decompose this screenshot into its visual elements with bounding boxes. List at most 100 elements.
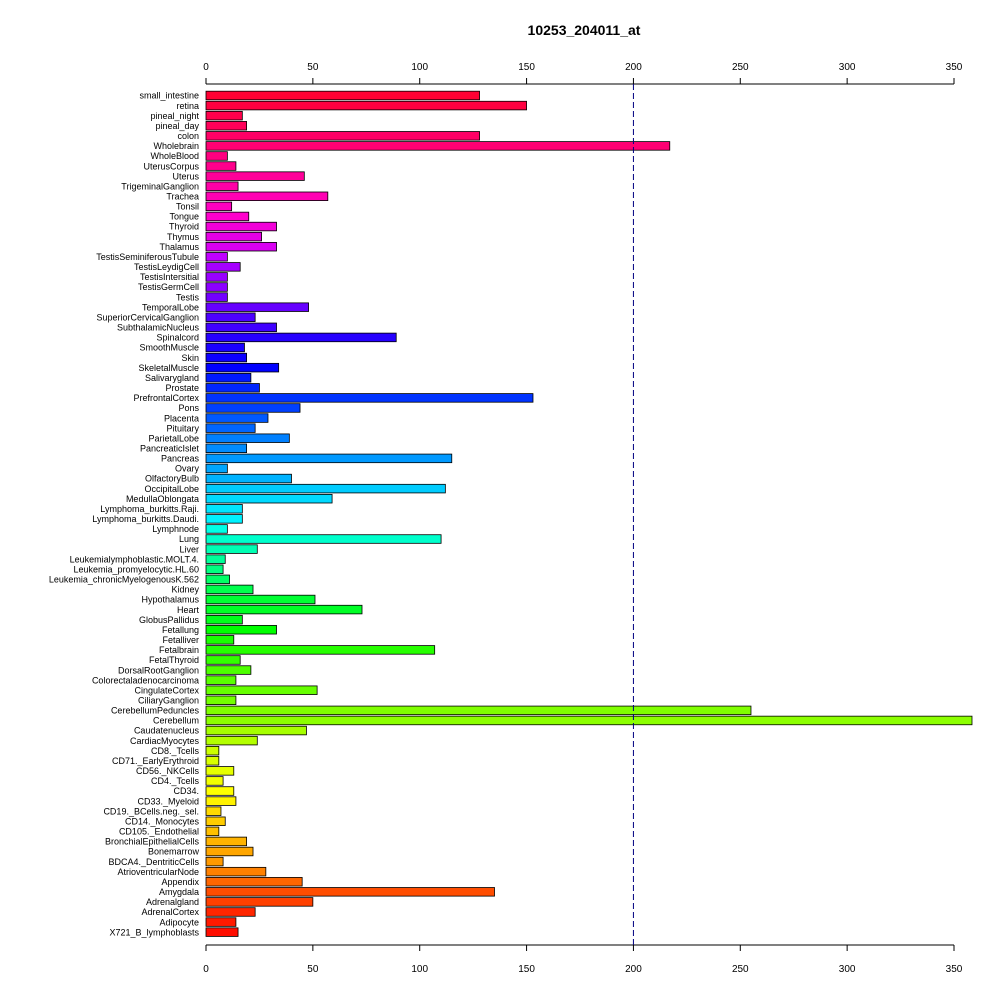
- bar: [205, 826, 220, 837]
- category-label: CD71._EarlyErythroid: [112, 756, 199, 766]
- bars-group: [205, 90, 973, 937]
- bar: [205, 655, 241, 665]
- category-label: Spinalcord: [156, 333, 199, 343]
- top-tick-label: 100: [411, 62, 428, 73]
- bar: [205, 141, 671, 151]
- bar: [205, 725, 307, 736]
- bar: [205, 776, 224, 786]
- category-label: CardiacMyocytes: [130, 736, 200, 746]
- bar: [205, 383, 260, 393]
- category-label: PancreaticIslet: [140, 444, 200, 454]
- category-label: small_intestine: [139, 91, 199, 101]
- category-label: Heart: [177, 605, 200, 615]
- category-label: TestisGermCell: [138, 282, 199, 292]
- category-label: Leukemia_promyelocytic.HL.60: [73, 564, 199, 574]
- bar: [205, 574, 230, 585]
- category-label: DorsalRootGanglion: [118, 665, 199, 675]
- category-label: CD14._Monocytes: [125, 816, 200, 826]
- bar: [205, 231, 262, 242]
- category-label: Prostate: [165, 383, 199, 393]
- category-label: CD34.: [173, 786, 199, 796]
- bar: [205, 877, 303, 887]
- top-tick-label: 150: [518, 62, 535, 73]
- category-label: CD105._Endothelial: [119, 827, 199, 837]
- category-label: CD56._NKCells: [136, 766, 200, 776]
- top-tick-label: 350: [946, 62, 963, 73]
- category-label: TestisSeminiferousTubule: [96, 252, 199, 262]
- bar: [205, 665, 252, 675]
- category-label: pineal_day: [155, 121, 199, 131]
- bar: [205, 362, 280, 373]
- category-label: TrigeminalGanglion: [121, 181, 199, 191]
- bar: [205, 463, 228, 474]
- category-label: CD33._Myeloid: [137, 796, 199, 806]
- top-tick-label: 50: [307, 62, 319, 73]
- bar: [205, 252, 228, 262]
- category-label: SuperiorCervicalGanglion: [96, 312, 199, 322]
- category-label: CD8._Tcells: [151, 746, 200, 756]
- bar: [205, 695, 237, 706]
- bar: [205, 786, 235, 796]
- bar: [205, 534, 442, 544]
- bar: [205, 161, 237, 171]
- bottom-tick-label: 300: [839, 964, 856, 975]
- category-label: WholeBlood: [150, 151, 199, 161]
- category-label: TestisIntersitial: [140, 272, 199, 282]
- category-label: SkeletalMuscle: [138, 363, 199, 373]
- category-label: UterusCorpus: [143, 161, 199, 171]
- bar: [205, 121, 248, 131]
- bar: [205, 292, 228, 302]
- bottom-tick-label: 350: [946, 964, 963, 975]
- category-label: SmoothMuscle: [139, 343, 199, 353]
- top-tick-label: 200: [625, 62, 642, 73]
- bar: [205, 211, 250, 222]
- category-label: Ovary: [175, 464, 200, 474]
- bar: [205, 816, 226, 826]
- category-label: Fetallung: [162, 625, 199, 635]
- category-label: TestisLeydigCell: [134, 262, 199, 272]
- category-label: Caudatenucleus: [134, 726, 200, 736]
- bottom-axis: 0 50 100 150 200 250 300 350: [203, 944, 963, 975]
- bar: [205, 393, 534, 403]
- bar: [205, 373, 252, 383]
- bar: [205, 715, 973, 726]
- top-tick-label: 250: [732, 62, 749, 73]
- bar: [205, 635, 235, 645]
- bar: [205, 897, 314, 907]
- category-label: Lung: [179, 534, 199, 544]
- bar: [205, 846, 254, 857]
- bar: [205, 685, 318, 695]
- category-label: Liver: [179, 544, 199, 554]
- bar: [205, 151, 228, 161]
- bar: [205, 272, 228, 282]
- category-label: Pituitary: [166, 423, 199, 433]
- category-label: GlobusPallidus: [139, 615, 200, 625]
- bar: [205, 746, 220, 756]
- bottom-tick-label: 50: [307, 964, 319, 975]
- category-label: Salivarygland: [145, 373, 199, 383]
- bottom-tick-label: 250: [732, 964, 749, 975]
- category-label: OccipitalLobe: [144, 484, 199, 494]
- bar: [205, 584, 254, 595]
- bar: [205, 453, 453, 464]
- category-label: Colorectaladenocarcinoma: [92, 675, 199, 685]
- bar: [205, 735, 258, 746]
- category-label: Trachea: [166, 192, 199, 202]
- category-label: ParietalLobe: [148, 433, 199, 443]
- bar: [205, 625, 277, 635]
- category-label: Placenta: [164, 413, 199, 423]
- category-label: Thalamus: [159, 242, 199, 252]
- bar: [205, 917, 237, 927]
- bar: [205, 171, 305, 181]
- category-label: Skin: [181, 353, 199, 363]
- bar: [205, 675, 237, 685]
- bar: [205, 90, 480, 101]
- category-label: TemporalLobe: [142, 302, 199, 312]
- category-label: Pancreas: [161, 454, 200, 464]
- category-label: SubthalamicNucleus: [117, 323, 200, 333]
- bar: [205, 282, 228, 292]
- bar: [205, 645, 436, 655]
- top-axis: 0 50 100 150 200 250 300 350: [203, 62, 963, 85]
- category-label: Fetalliver: [162, 635, 199, 645]
- bar: [205, 181, 239, 191]
